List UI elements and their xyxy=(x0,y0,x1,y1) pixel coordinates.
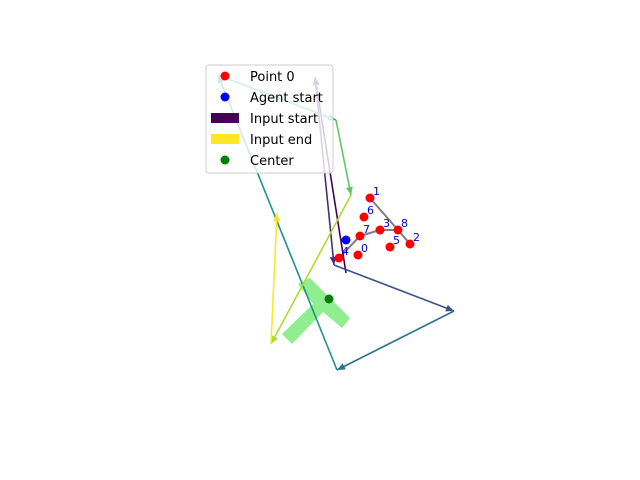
legend-patch-2 xyxy=(211,113,239,123)
trajectory-segment-8 xyxy=(270,212,278,345)
point-label-5: 5 xyxy=(393,234,400,247)
trajectory-arrowhead-7 xyxy=(271,335,278,344)
trajectory-segment-2 xyxy=(333,264,455,312)
point-0 xyxy=(353,250,363,260)
agent-start-point xyxy=(341,235,351,245)
legend: Point 0 Agent start Input start Input end Ce… xyxy=(205,64,334,174)
legend-label-2: Input start xyxy=(250,112,318,127)
point-layer: 0 1 2 3 4 5 6 7 8 xyxy=(324,185,420,304)
trajectory-segment-6 xyxy=(335,119,352,196)
point-label-6: 6 xyxy=(367,204,374,217)
point-5 xyxy=(385,242,395,252)
trajectory-arrowhead-6 xyxy=(345,186,353,195)
point-2 xyxy=(405,239,415,249)
point-label-2: 2 xyxy=(413,231,420,244)
point-label-3: 3 xyxy=(383,217,390,230)
green-shape xyxy=(282,278,350,344)
point-label-0: 0 xyxy=(361,242,368,255)
trajectory-arrowhead-8 xyxy=(273,213,281,222)
legend-marker-1 xyxy=(220,92,230,102)
legend-label-1: Agent start xyxy=(250,91,323,106)
point-7 xyxy=(355,231,365,241)
legend-label-0: Point 0 xyxy=(250,70,295,85)
legend-marker-4 xyxy=(220,155,230,165)
point-4 xyxy=(334,253,344,263)
trajectory-arrowhead-3 xyxy=(337,363,346,370)
connection-line-4 xyxy=(369,197,399,231)
green-shape-layer xyxy=(282,278,350,344)
trajectory-segment-7 xyxy=(270,194,352,345)
point-3 xyxy=(375,225,385,235)
point-label-7: 7 xyxy=(363,223,370,236)
legend-label-3: Input end xyxy=(250,133,312,148)
point-label-8: 8 xyxy=(401,217,408,230)
point-label-1: 1 xyxy=(373,185,380,198)
point-label-4: 4 xyxy=(342,245,349,258)
point-1 xyxy=(365,193,375,203)
point-6 xyxy=(359,212,369,222)
trajectory-arrowhead-2 xyxy=(445,304,454,312)
legend-box xyxy=(205,64,334,174)
legend-marker-0 xyxy=(220,71,230,81)
legend-label-4: Center xyxy=(250,154,294,169)
legend-patch-3 xyxy=(211,134,239,144)
trajectory-segment-3 xyxy=(336,310,455,371)
point-8 xyxy=(393,225,403,235)
center-point xyxy=(324,294,334,304)
